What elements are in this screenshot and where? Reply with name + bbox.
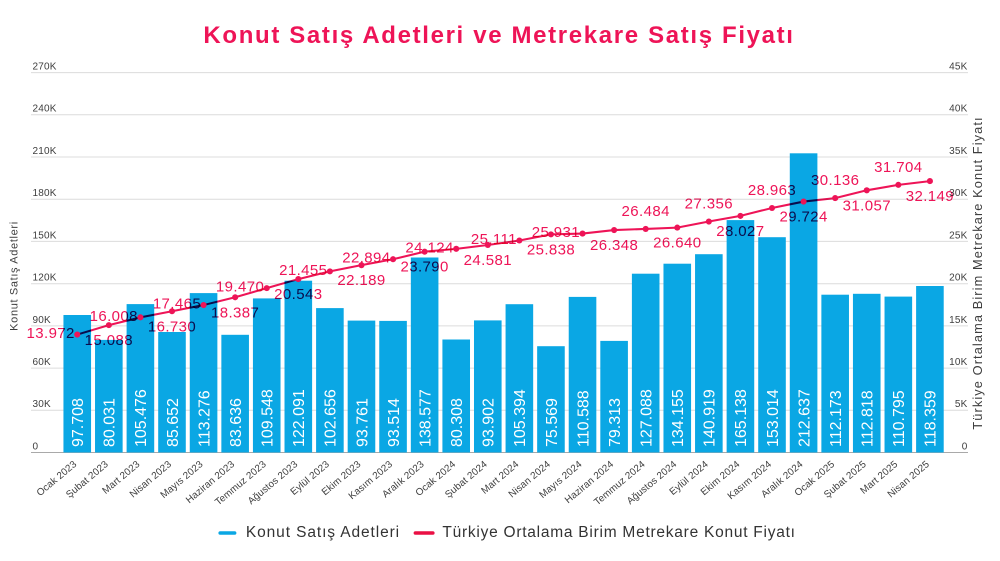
svg-text:35K: 35K [949,146,968,157]
svg-text:83.636: 83.636 [228,398,245,447]
svg-text:Konut Satış Adetleri: Konut Satış Adetleri [9,221,21,331]
svg-text:97.708: 97.708 [70,398,87,447]
svg-text:15.088: 15.088 [85,332,133,349]
svg-text:113.276: 113.276 [196,390,213,447]
svg-text:Konut Satış Adetleri ve Metrek: Konut Satış Adetleri ve Metrekare Satış … [203,22,794,49]
svg-text:23.790: 23.790 [400,259,448,276]
svg-text:10K: 10K [949,357,968,368]
svg-text:24.581: 24.581 [464,252,512,269]
svg-text:105.476: 105.476 [133,389,150,447]
svg-text:25.931: 25.931 [532,224,580,241]
svg-text:93.514: 93.514 [386,398,403,447]
svg-text:212.637: 212.637 [796,389,813,447]
svg-text:30.136: 30.136 [811,172,859,189]
svg-text:105.394: 105.394 [512,389,529,447]
svg-text:31.704: 31.704 [874,159,922,176]
svg-text:16.008: 16.008 [90,308,138,325]
svg-text:210K: 210K [33,146,57,157]
svg-text:5K: 5K [955,399,968,410]
svg-text:31.057: 31.057 [843,197,891,214]
svg-text:0: 0 [962,441,968,452]
svg-text:118.359: 118.359 [923,390,940,447]
svg-text:17.465: 17.465 [153,296,201,313]
svg-text:32.149: 32.149 [906,188,954,205]
svg-text:60K: 60K [33,357,52,368]
svg-text:20K: 20K [949,273,968,284]
svg-text:80.031: 80.031 [102,398,119,447]
svg-text:26.348: 26.348 [590,237,638,254]
svg-text:93.761: 93.761 [354,398,371,447]
svg-text:93.902: 93.902 [481,398,498,447]
svg-text:150K: 150K [33,230,57,241]
svg-text:80.308: 80.308 [449,398,466,447]
svg-text:21.455: 21.455 [279,262,327,279]
svg-text:109.548: 109.548 [260,389,277,447]
svg-text:138.577: 138.577 [417,389,434,447]
svg-text:13.972: 13.972 [27,325,75,342]
svg-text:122.091: 122.091 [291,389,308,447]
svg-text:140.919: 140.919 [702,389,719,447]
svg-text:26.640: 26.640 [653,235,701,252]
svg-text:75.569: 75.569 [544,398,561,447]
svg-text:25.838: 25.838 [527,241,575,258]
svg-text:22.894: 22.894 [342,250,390,267]
svg-text:22.189: 22.189 [337,272,385,289]
svg-text:19.470: 19.470 [216,279,264,296]
svg-text:153.014: 153.014 [765,389,782,447]
svg-text:110.588: 110.588 [575,390,592,447]
svg-text:24.124: 24.124 [405,239,453,256]
svg-text:16.730: 16.730 [148,318,196,335]
svg-text:28.963: 28.963 [748,182,796,199]
svg-text:25K: 25K [949,230,968,241]
svg-text:27.356: 27.356 [685,196,733,213]
svg-text:180K: 180K [33,188,57,199]
svg-text:Türkiye Ortalama Birim Metreka: Türkiye Ortalama Birim Metrekare Konut F… [970,116,985,429]
svg-text:18.387: 18.387 [211,304,259,321]
svg-text:102.656: 102.656 [323,389,340,447]
svg-text:0: 0 [33,441,39,452]
svg-text:20.543: 20.543 [274,286,322,303]
svg-text:40K: 40K [949,104,968,115]
svg-text:26.484: 26.484 [622,203,670,220]
svg-text:15K: 15K [949,315,968,326]
svg-text:79.313: 79.313 [607,398,624,447]
svg-text:134.155: 134.155 [670,389,687,447]
svg-text:30K: 30K [949,188,968,199]
svg-text:Konut Satış Adetleri: Konut Satış Adetleri [246,524,400,541]
svg-text:28.027: 28.027 [716,223,764,240]
svg-text:270K: 270K [33,62,57,73]
svg-text:90K: 90K [33,315,52,326]
svg-text:85.652: 85.652 [165,398,182,447]
svg-text:45K: 45K [949,62,968,73]
svg-text:30K: 30K [33,399,52,410]
svg-text:120K: 120K [33,273,57,284]
svg-text:110.795: 110.795 [891,390,908,447]
svg-text:Türkiye Ortalama Birim Metreka: Türkiye Ortalama Birim Metrekare Konut F… [442,524,795,541]
svg-text:165.138: 165.138 [733,389,750,447]
svg-text:25.111: 25.111 [471,231,517,248]
svg-text:112.818: 112.818 [860,390,877,447]
svg-text:112.173: 112.173 [828,390,845,447]
svg-text:127.088: 127.088 [638,389,655,447]
svg-text:29.724: 29.724 [779,209,827,226]
svg-text:240K: 240K [33,104,57,115]
